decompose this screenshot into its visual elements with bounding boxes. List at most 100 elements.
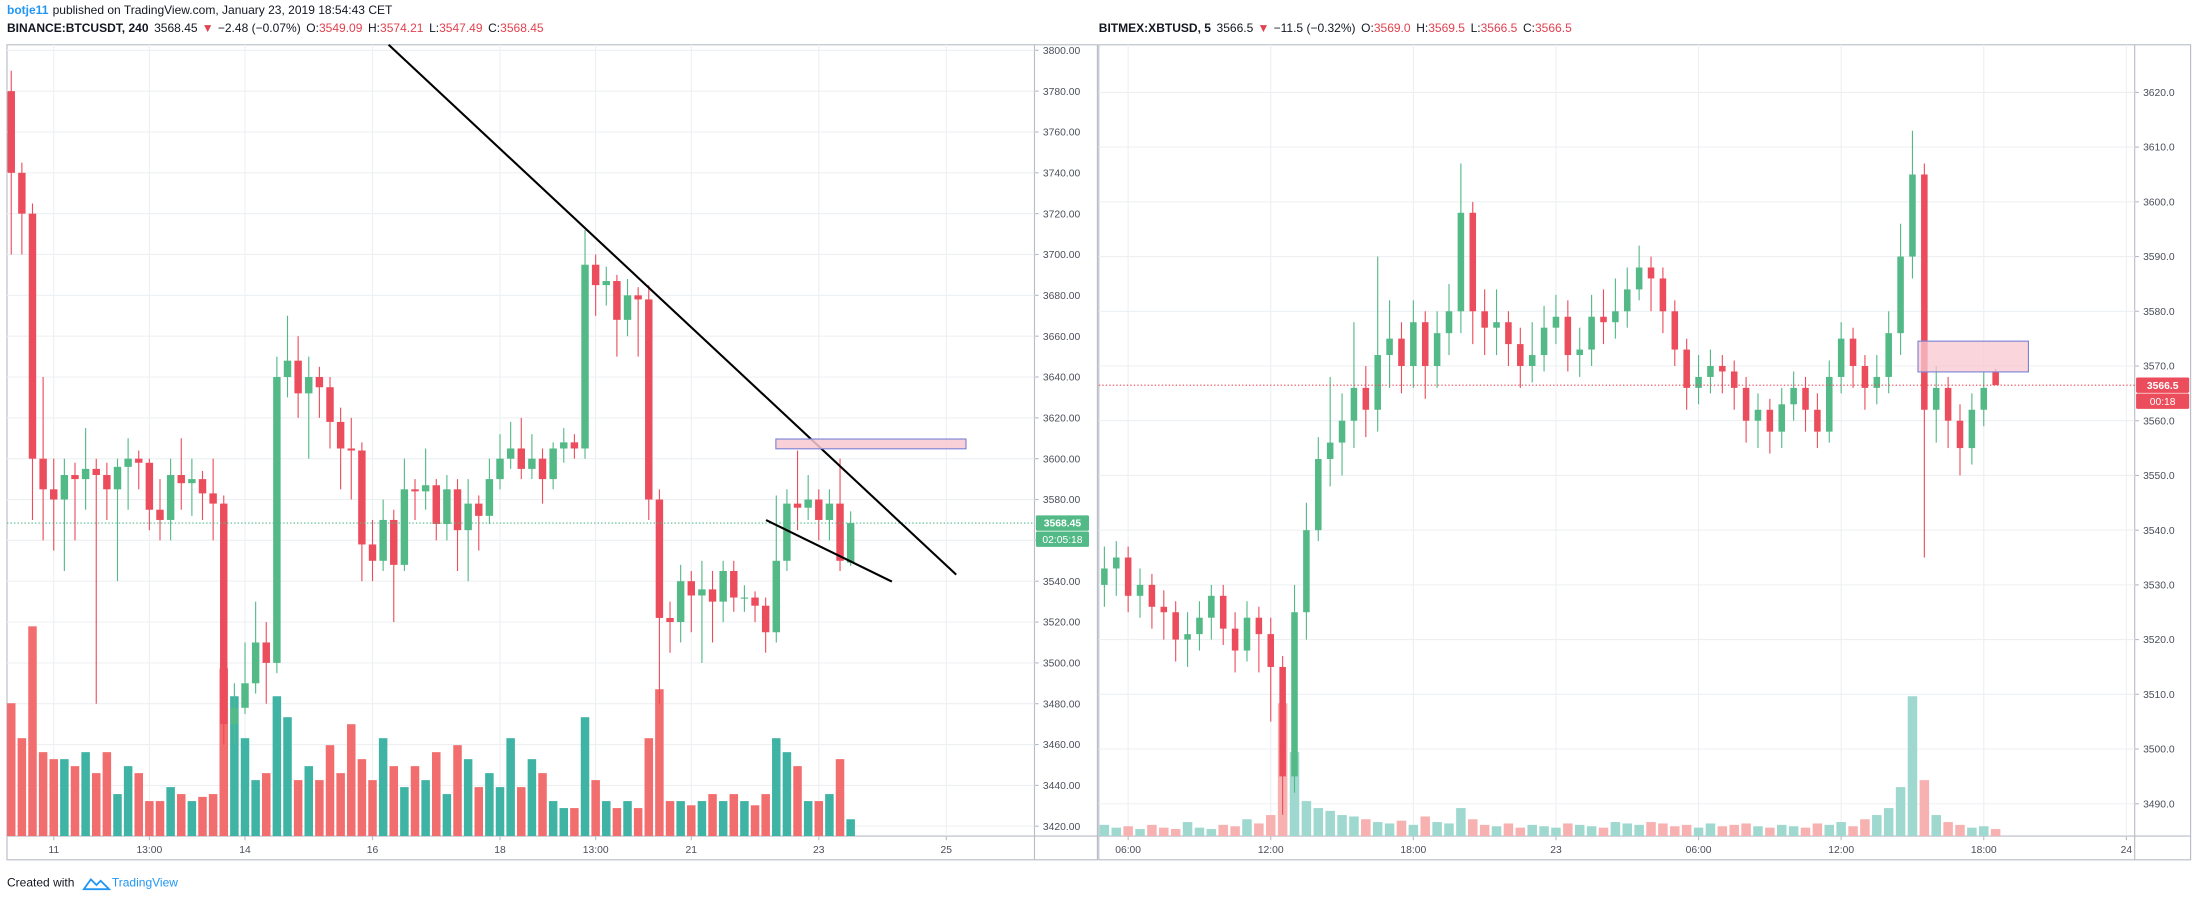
candle-body <box>1291 612 1298 777</box>
volume-bar <box>570 808 579 837</box>
x-tick-label: 18:00 <box>1400 845 1426 856</box>
volume-bar <box>1123 826 1133 837</box>
created-with: Created with <box>7 875 74 889</box>
candle-body <box>1267 634 1275 667</box>
volume-bar <box>91 773 101 837</box>
candle-body <box>815 499 823 520</box>
brand[interactable]: TradingView <box>112 875 178 889</box>
volume-bar <box>665 801 675 837</box>
volume-bar <box>1551 827 1561 837</box>
volume-bar <box>145 801 154 837</box>
volume-bar <box>1610 822 1621 837</box>
volume-bar <box>400 787 409 837</box>
volume-bar <box>1170 829 1181 837</box>
last-price-label: 3566.5 <box>2147 381 2179 392</box>
y-tick-label: 3500.0 <box>2143 745 2175 756</box>
candle-body <box>368 544 377 561</box>
last-price-box <box>1035 515 1090 531</box>
trend-line[interactable] <box>765 519 893 583</box>
candle-body <box>1493 322 1500 328</box>
candle-body <box>1124 557 1132 596</box>
volume-bar <box>262 773 271 837</box>
candle-body <box>411 489 419 492</box>
candle-body <box>50 489 58 500</box>
candle-body <box>1350 387 1358 421</box>
x-tick-label: 13:00 <box>136 845 162 856</box>
candle-body <box>1588 316 1595 350</box>
zone-box[interactable] <box>775 438 967 450</box>
x-tick-label: 23 <box>1550 845 1562 856</box>
volume-bar <box>1836 822 1846 837</box>
y-tick-label: 3520.00 <box>1043 618 1081 629</box>
candle-body <box>1968 409 1976 449</box>
candle-body <box>358 450 366 545</box>
volume-bar <box>835 759 845 837</box>
volume-bar <box>1135 829 1145 837</box>
volume-bar <box>60 759 69 837</box>
candle-body <box>1921 174 1928 410</box>
ohlc-value: 3569.0 <box>1374 21 1411 35</box>
volume-bar <box>1539 826 1549 837</box>
candle-body <box>1338 420 1346 443</box>
candle-body <box>1719 365 1726 372</box>
volume-bar <box>623 801 632 837</box>
y-tick-label: 3580.00 <box>1043 495 1081 506</box>
candle-body <box>251 642 260 684</box>
volume-bar <box>1705 823 1716 837</box>
x-tick-label: 14 <box>239 845 251 856</box>
volume-bar <box>1289 752 1300 837</box>
drawings <box>387 44 2029 583</box>
candle-body <box>432 485 440 525</box>
candle-body <box>7 91 15 173</box>
volume-bar <box>1895 787 1906 837</box>
candle-body <box>1742 387 1750 421</box>
y-tick-label: 3600.0 <box>2143 197 2175 208</box>
y-tick-label: 3570.0 <box>2143 362 2175 373</box>
candle-body <box>1754 409 1762 421</box>
trend-line[interactable] <box>387 44 957 576</box>
candle-body <box>1980 387 1988 410</box>
candle-body <box>613 281 621 320</box>
candle-body <box>294 360 302 394</box>
candle-body <box>326 387 334 422</box>
candle-body <box>570 442 579 449</box>
candle-body <box>273 377 281 663</box>
volume-bar <box>1586 826 1597 837</box>
volume-bar <box>1325 810 1335 837</box>
candle-body <box>1469 212 1477 312</box>
candle-body <box>1837 338 1845 377</box>
candle-body <box>772 560 781 633</box>
volume-bar <box>1800 827 1811 837</box>
volume-bar <box>38 752 48 837</box>
volume-bar <box>740 801 749 837</box>
candle-body <box>740 597 749 599</box>
candle-body <box>1600 316 1607 323</box>
author[interactable]: botje11 <box>7 3 49 17</box>
candle-body <box>1659 278 1667 312</box>
volume-bar <box>1182 822 1193 837</box>
y-tick-label: 3540.00 <box>1043 577 1081 588</box>
volume-bar <box>803 801 813 837</box>
candle-body <box>166 475 175 520</box>
volume-bar <box>81 752 90 837</box>
volume-bar <box>644 738 654 837</box>
y-tick-label: 3680.00 <box>1043 291 1081 302</box>
candle-body <box>1802 387 1809 410</box>
candle-body <box>1398 338 1405 366</box>
volume-bar <box>389 766 399 837</box>
zone-box[interactable] <box>1917 340 2029 373</box>
volume-bar <box>1670 826 1680 837</box>
candle-body <box>1172 612 1179 640</box>
y-tick-label: 3740.00 <box>1043 168 1081 179</box>
y-tick-label: 3780.00 <box>1043 87 1081 98</box>
y-tick-label: 3560.0 <box>2143 416 2175 427</box>
y-tick-label: 3590.0 <box>2143 252 2175 263</box>
volume-bar <box>1955 824 1965 837</box>
candle-body <box>453 489 462 531</box>
candle-body <box>18 172 26 214</box>
candle-body <box>1623 289 1631 312</box>
volume-bar <box>198 796 207 837</box>
candle-body <box>443 489 451 525</box>
volume-bar <box>134 773 143 837</box>
